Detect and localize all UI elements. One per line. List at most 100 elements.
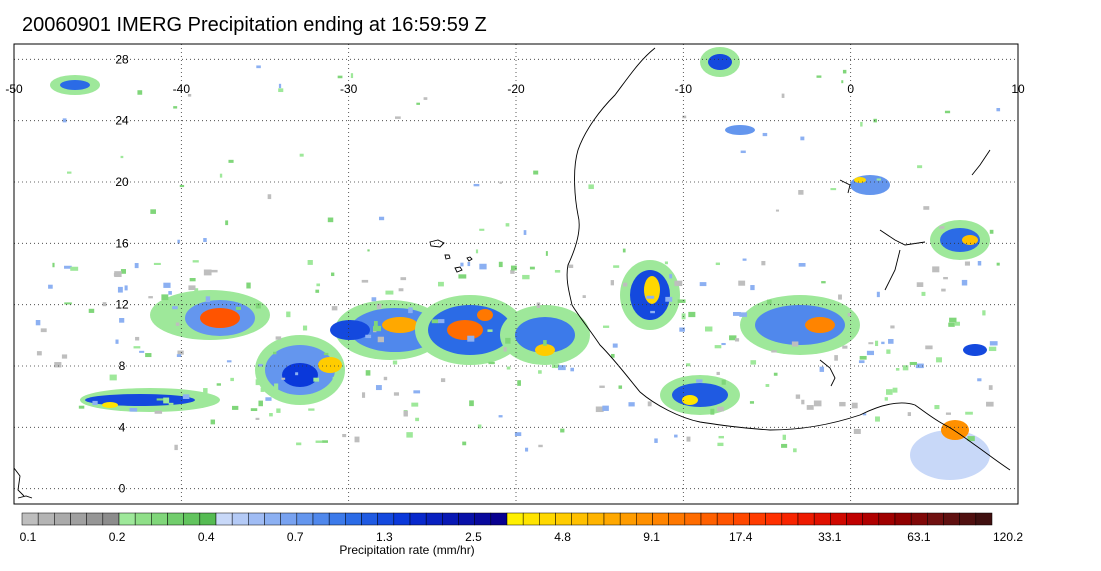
precip-speck <box>129 408 138 412</box>
precip-speck <box>154 410 163 414</box>
precip-speck <box>232 405 239 410</box>
precip-speck <box>838 294 842 300</box>
precip-speck <box>479 263 487 270</box>
precip-speck <box>322 440 328 443</box>
precip-speck <box>842 69 847 74</box>
precip-speck <box>650 310 655 314</box>
precip-speck <box>523 230 527 235</box>
precip-speck <box>775 209 780 212</box>
colorbar-tick: 4.8 <box>554 530 571 544</box>
precip-speck <box>717 406 724 412</box>
precip-speck <box>173 106 178 109</box>
precip-speck <box>148 296 153 299</box>
precip-speck <box>677 299 686 303</box>
frame-border <box>13 43 1019 505</box>
precip-speck <box>739 312 747 317</box>
precip-speck <box>477 424 482 429</box>
precip-speck <box>664 261 668 265</box>
precip-speck <box>525 447 529 452</box>
precip-speck <box>603 325 610 328</box>
precip-speck <box>40 328 47 333</box>
precip-speck <box>188 285 196 291</box>
precip-speck <box>498 261 503 268</box>
precip-speck <box>765 384 770 387</box>
precip-speck <box>505 223 510 227</box>
precip-speck <box>917 165 923 169</box>
precip-speck <box>875 416 880 422</box>
precip-cell <box>318 357 342 373</box>
precip-speck <box>943 276 948 280</box>
precip-speck <box>842 345 848 349</box>
precip-speck <box>714 345 722 349</box>
precip-speck <box>378 216 385 221</box>
precip-speck <box>467 335 475 342</box>
precip-speck <box>806 405 814 410</box>
precip-speck <box>219 173 223 178</box>
precip-speck <box>884 397 888 401</box>
precip-speck <box>750 360 757 365</box>
precip-speck <box>406 432 413 438</box>
precip-speck <box>408 307 413 314</box>
precip-speck <box>302 325 308 331</box>
precip-speck <box>411 402 419 407</box>
precip-speck <box>373 325 382 332</box>
precip-speck <box>258 363 263 367</box>
precip-speck <box>939 226 945 229</box>
precip-speck <box>225 220 229 226</box>
precip-speck <box>936 357 942 363</box>
precip-speck <box>460 262 464 267</box>
precip-cell <box>708 54 732 70</box>
precip-speck <box>267 194 272 200</box>
precip-speck <box>235 306 241 310</box>
precip-speck <box>35 319 41 326</box>
precip-speck <box>862 413 867 416</box>
precip-cell <box>535 344 555 356</box>
precip-speck <box>226 360 232 363</box>
precip-speck <box>749 401 755 404</box>
precip-speck <box>851 402 858 409</box>
precip-speck <box>423 97 428 100</box>
precip-speck <box>622 248 626 253</box>
precip-speck <box>538 444 543 448</box>
precip-speck <box>742 258 747 261</box>
lon-tick-label: -50 <box>5 82 23 96</box>
precip-speck <box>172 306 178 310</box>
precip-speck <box>921 291 926 296</box>
precip-speck <box>189 278 196 282</box>
precip-speck <box>133 346 141 349</box>
precip-speck <box>316 283 321 287</box>
precip-speck <box>949 317 957 323</box>
precip-speck <box>216 383 221 386</box>
precip-speck <box>560 428 565 433</box>
precip-speck <box>394 116 401 119</box>
precip-cell <box>382 317 418 333</box>
precip-speck <box>119 317 125 323</box>
precip-speck <box>612 343 618 348</box>
precip-speck <box>499 181 502 184</box>
precip-speck <box>503 347 507 352</box>
precip-speck <box>876 291 880 298</box>
precip-speck <box>669 274 673 279</box>
precip-speck <box>679 327 685 332</box>
precip-speck <box>654 438 658 443</box>
precip-speck <box>475 249 479 254</box>
precip-speck <box>613 265 620 268</box>
precip-speck <box>925 345 933 350</box>
precip-speck <box>365 370 371 376</box>
colorbar-tick: 1.3 <box>376 530 393 544</box>
precip-speck <box>623 282 628 287</box>
precip-speck <box>761 260 766 266</box>
map-frame <box>13 43 1019 505</box>
precip-speck <box>881 341 885 345</box>
lat-tick-label: 12 <box>115 298 129 312</box>
precip-speck <box>734 338 740 342</box>
precip-speck <box>203 238 207 243</box>
precip-speck <box>145 353 152 358</box>
precip-speck <box>813 400 822 407</box>
precip-speck <box>163 282 171 288</box>
precip-speck <box>721 379 726 385</box>
precip-speck <box>250 408 258 412</box>
precip-speck <box>647 401 652 407</box>
precip-speck <box>66 171 72 174</box>
precip-speck <box>88 308 95 313</box>
